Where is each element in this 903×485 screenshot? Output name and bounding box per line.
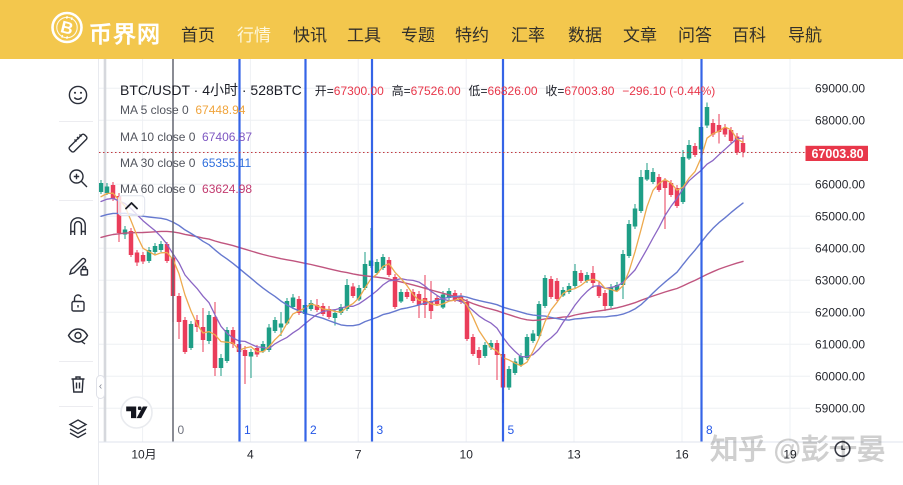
svg-text:67003.80: 67003.80 [812,147,864,161]
svg-text:1: 1 [244,423,251,437]
svg-text:0: 0 [178,423,185,437]
svg-text:65000.00: 65000.00 [815,209,865,223]
svg-text:69000.00: 69000.00 [815,81,865,95]
svg-text:知乎 @彭于晏: 知乎 @彭于晏 [710,433,885,466]
svg-text:8: 8 [706,423,713,437]
svg-text:59000.00: 59000.00 [815,401,865,415]
svg-text:63000.00: 63000.00 [815,273,865,287]
svg-text:64000.00: 64000.00 [815,241,865,255]
svg-text:4: 4 [247,448,254,462]
svg-text:5: 5 [508,423,515,437]
svg-text:66000.00: 66000.00 [815,177,865,191]
svg-text:10月: 10月 [131,448,156,462]
svg-text:7: 7 [355,448,362,462]
svg-text:2: 2 [310,423,317,437]
svg-text:60000.00: 60000.00 [815,369,865,383]
svg-text:B: B [59,17,76,38]
svg-text:62000.00: 62000.00 [815,305,865,319]
svg-text:19: 19 [783,448,797,462]
svg-text:61000.00: 61000.00 [815,337,865,351]
svg-text:10: 10 [460,448,474,462]
svg-text:13: 13 [567,448,581,462]
svg-text:16: 16 [675,448,689,462]
svg-text:3: 3 [377,423,384,437]
svg-text:68000.00: 68000.00 [815,113,865,127]
